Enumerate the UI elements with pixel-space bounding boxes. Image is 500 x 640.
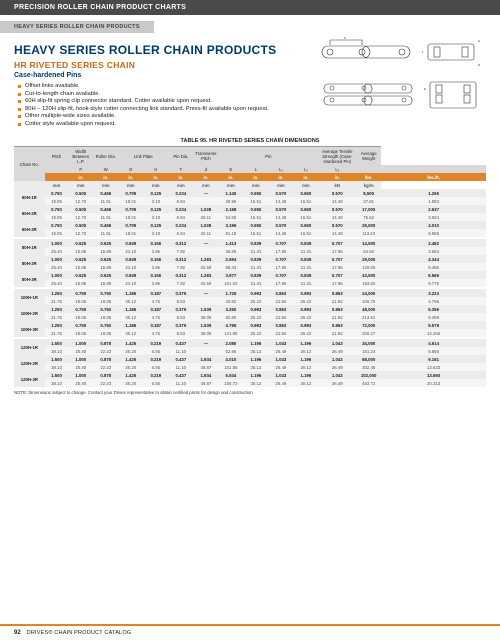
table-body: 60H-1R0.7500.5000.4690.7090.1250.234—1.1… — [14, 189, 486, 387]
table-row: 25.4015.8815.8824.103.967.9235.8921.3117… — [14, 247, 486, 255]
svg-text:L: L — [422, 50, 424, 54]
svg-text:P: P — [344, 36, 346, 40]
table-row: 25.4015.8815.8824.103.967.9232.59101.022… — [14, 279, 486, 287]
table-row: 31.7519.0519.0530.124.759.5339.0982.8025… — [14, 313, 486, 321]
table-row: 100H-3R1.2500.7500.7501.1860.1870.3751.5… — [14, 321, 486, 329]
table-row: 19.0512.7011.9118.013.185.9428.9616.5114… — [14, 197, 486, 205]
table-row: 80H-2R1.0000.6250.6250.9490.1560.3121.28… — [14, 255, 486, 263]
table-row: 38.1025.4022.2336.205.5611.1052.9630.122… — [14, 347, 486, 355]
table-row: 31.7519.0519.0530.124.759.5339.09121.892… — [14, 329, 486, 337]
chain-table: Chain No.PitchWidth Between L.P.Roller D… — [14, 146, 486, 387]
header-sub-band: HEAVY SERIES ROLLER CHAIN PRODUCTS — [0, 21, 154, 33]
table-row: 120H-2R1.5001.0000.8751.4250.2190.4371.9… — [14, 355, 486, 363]
table-row: 80H-1R1.0000.6250.6250.9490.1560.312—1.4… — [14, 239, 486, 247]
footer-text: DRIVES® CHAIN PRODUCT CATALOG — [27, 630, 132, 636]
chain-diagram-double: E — [316, 78, 486, 116]
table-row: 19.0512.7011.9118.013.185.9426.1154.6016… — [14, 213, 486, 221]
table-row: 100H-1R1.2500.7500.7501.1860.1870.375—1.… — [14, 289, 486, 297]
table-row: 120H-1R1.5001.0000.8751.4250.2190.437—2.… — [14, 339, 486, 347]
table-row: 19.0512.7011.9118.013.185.9426.1181.1816… — [14, 229, 486, 237]
feature-item: Cotter style available upon request. — [18, 121, 486, 129]
table-title: TABLE 95. HR RIVETED SERIES CHAIN DIMENS… — [0, 138, 500, 144]
page-number: 92 — [14, 630, 21, 636]
page-footer: 92 DRIVES® CHAIN PRODUCT CATALOG — [0, 624, 500, 640]
header-band: PRECISION ROLLER CHAIN PRODUCT CHARTS — [0, 0, 500, 15]
table-row: 60H-2R0.7500.5000.4690.7090.1250.2341.02… — [14, 205, 486, 213]
table-row: 100H-2R1.2500.7500.7501.1860.1870.3751.5… — [14, 305, 486, 313]
svg-text:E: E — [424, 87, 426, 91]
chain-diagram-single: P H D L — [316, 36, 486, 74]
svg-text:D: D — [478, 63, 481, 67]
table-row: 25.4015.8815.8824.103.967.9232.5968.4321… — [14, 263, 486, 271]
table-row: 80H-3R1.0000.6250.6250.9490.1560.3121.28… — [14, 271, 486, 279]
data-table-wrap: Chain No.PitchWidth Between L.P.Roller D… — [0, 146, 500, 387]
table-row: 38.1025.4022.2336.205.5611.1048.87150.72… — [14, 379, 486, 387]
table-row: 120H-3R1.5001.0000.8751.4250.2190.4371.9… — [14, 371, 486, 379]
table-row: 60H-1R0.7500.5000.4690.7090.1250.234—1.1… — [14, 189, 486, 197]
table-row: 60H-3R0.7500.5000.4690.7090.1250.2341.02… — [14, 221, 486, 229]
svg-text:H: H — [478, 39, 480, 43]
table-row: 31.7519.0519.0530.124.759.5343.8225.2221… — [14, 297, 486, 305]
table-note: NOTE: Dimensions subject to change. Cont… — [0, 387, 500, 395]
table-row: 38.1025.4022.2336.205.5611.1048.87101.85… — [14, 363, 486, 371]
table-head: Chain No.PitchWidth Between L.P.Roller D… — [14, 147, 486, 190]
chain-diagrams: P H D L E — [316, 36, 486, 120]
